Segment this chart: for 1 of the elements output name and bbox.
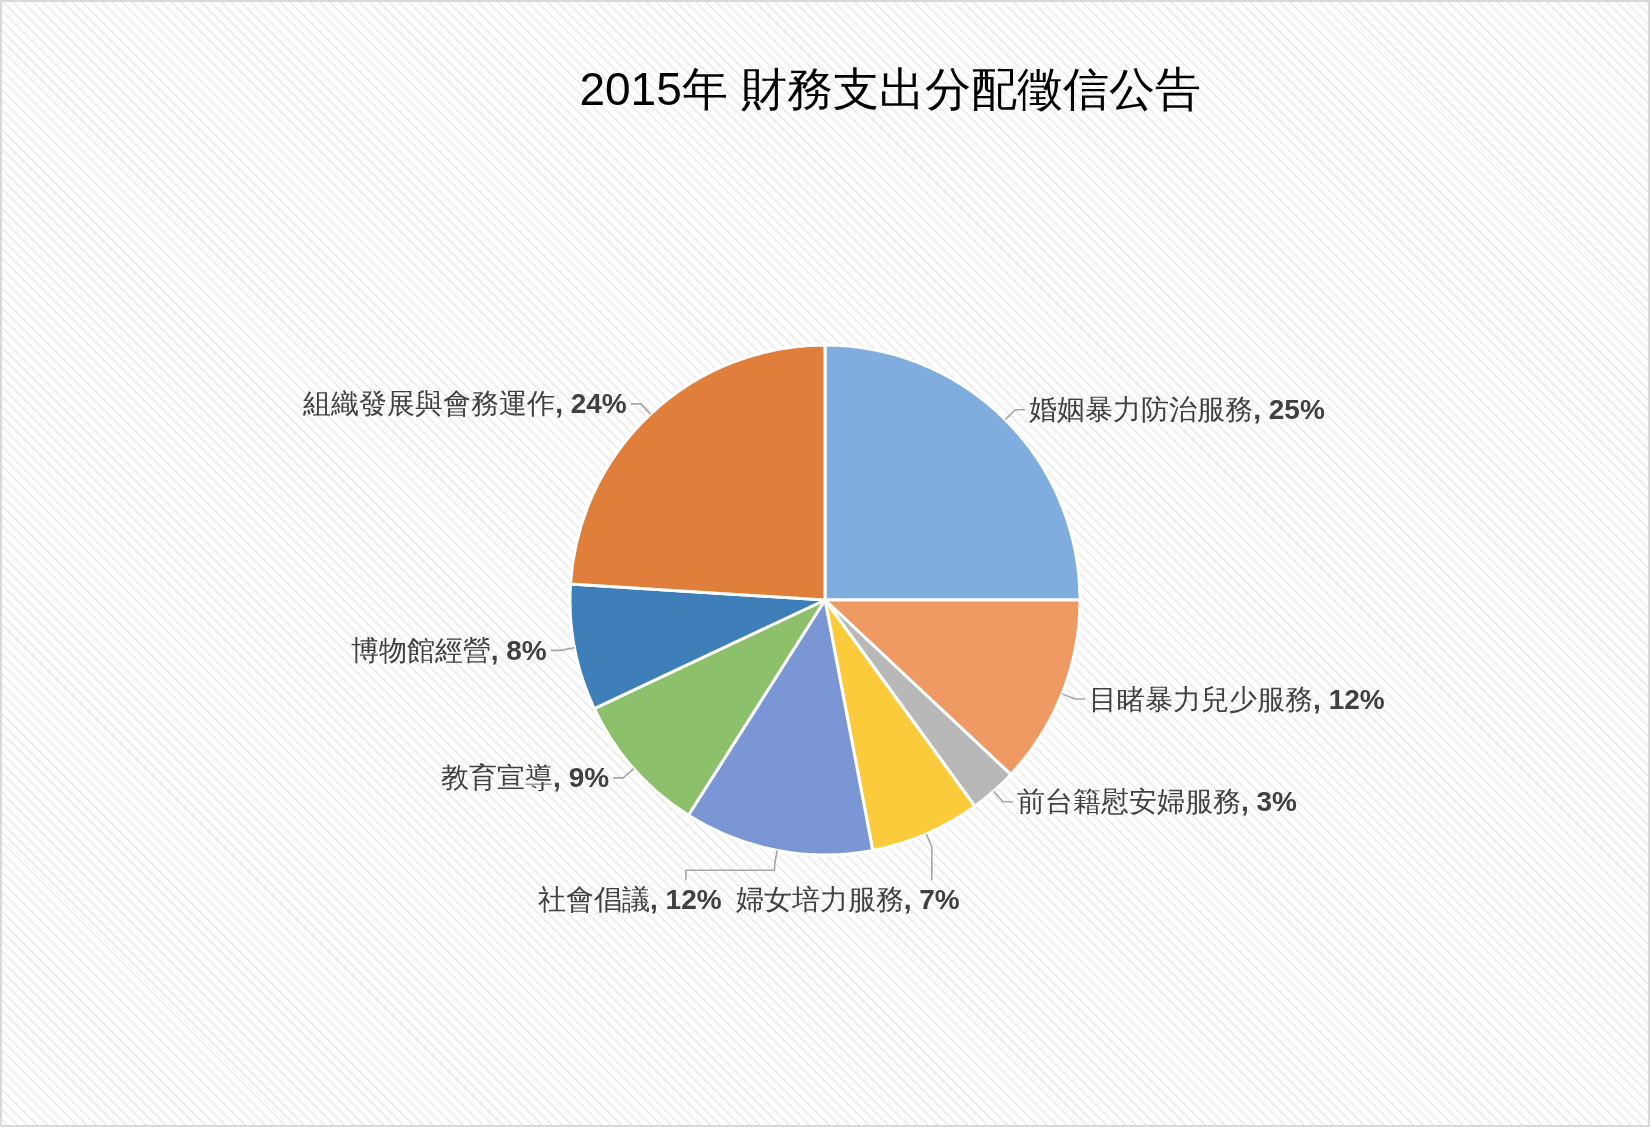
title: 2015年 財務支出分配徵信公告 <box>579 63 1201 115</box>
